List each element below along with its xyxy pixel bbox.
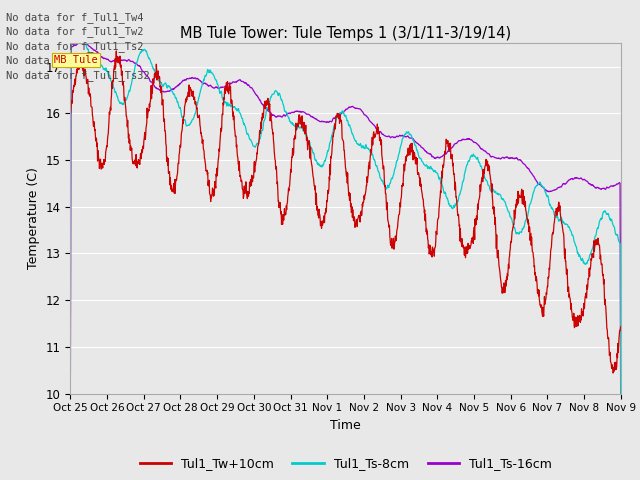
Tul1_Tw+10cm [617,324,625,329]
Tul1_Ts-16cm [300,109,308,115]
Tul1_Tw+10cm [609,370,617,376]
X-axis label: Time: Time [330,419,361,432]
Tul1_Tw+10cm [67,111,74,117]
Tul1_Ts-16cm [380,132,388,138]
Tul1_Tw+10cm [300,123,308,129]
Tul1_Ts-16cm [67,371,74,377]
Text: MB Tule: MB Tule [54,55,98,65]
Tul1_Ts-16cm [617,452,625,457]
Tul1_Ts-8cm [300,129,308,134]
Tul1_Ts-16cm [109,58,117,63]
Line: Tul1_Ts-8cm: Tul1_Ts-8cm [70,27,621,450]
Text: No data for f_: No data for f_ [6,55,94,66]
Text: No data for f_Tul1_Ts32: No data for f_Tul1_Ts32 [6,70,150,81]
Title: MB Tule Tower: Tule Temps 1 (3/1/11-3/19/14): MB Tule Tower: Tule Temps 1 (3/1/11-3/19… [180,25,511,41]
Tul1_Tw+10cm [380,167,388,172]
Tul1_Ts-8cm [132,62,140,68]
Tul1_Tw+10cm [113,48,120,54]
Line: Tul1_Ts-16cm: Tul1_Ts-16cm [70,43,621,455]
Y-axis label: Temperature (C): Temperature (C) [27,168,40,269]
Tul1_Ts-16cm [322,120,330,125]
Tul1_Ts-8cm [380,182,388,188]
Tul1_Tw+10cm [109,78,117,84]
Tul1_Ts-8cm [109,84,117,90]
Tul1_Tw+10cm [322,211,330,216]
Tul1_Ts-8cm [67,312,74,318]
Text: No data for f_Tul1_Tw4: No data for f_Tul1_Tw4 [6,12,144,23]
Text: No data for f_Tul1_Tw2: No data for f_Tul1_Tw2 [6,26,144,37]
Tul1_Ts-8cm [312,157,319,163]
Tul1_Ts-16cm [132,60,140,66]
Text: No data for f_Tul1_Ts2: No data for f_Tul1_Ts2 [6,41,144,52]
Line: Tul1_Tw+10cm: Tul1_Tw+10cm [70,51,621,373]
Tul1_Ts-16cm [74,40,82,46]
Tul1_Ts-8cm [322,156,330,162]
Legend: Tul1_Tw+10cm, Tul1_Ts-8cm, Tul1_Ts-16cm: Tul1_Tw+10cm, Tul1_Ts-8cm, Tul1_Ts-16cm [134,453,557,475]
Tul1_Tw+10cm [132,163,140,168]
Tul1_Ts-8cm [74,24,81,30]
Tul1_Ts-8cm [617,447,625,453]
Tul1_Tw+10cm [312,202,319,207]
Tul1_Ts-16cm [312,116,319,121]
